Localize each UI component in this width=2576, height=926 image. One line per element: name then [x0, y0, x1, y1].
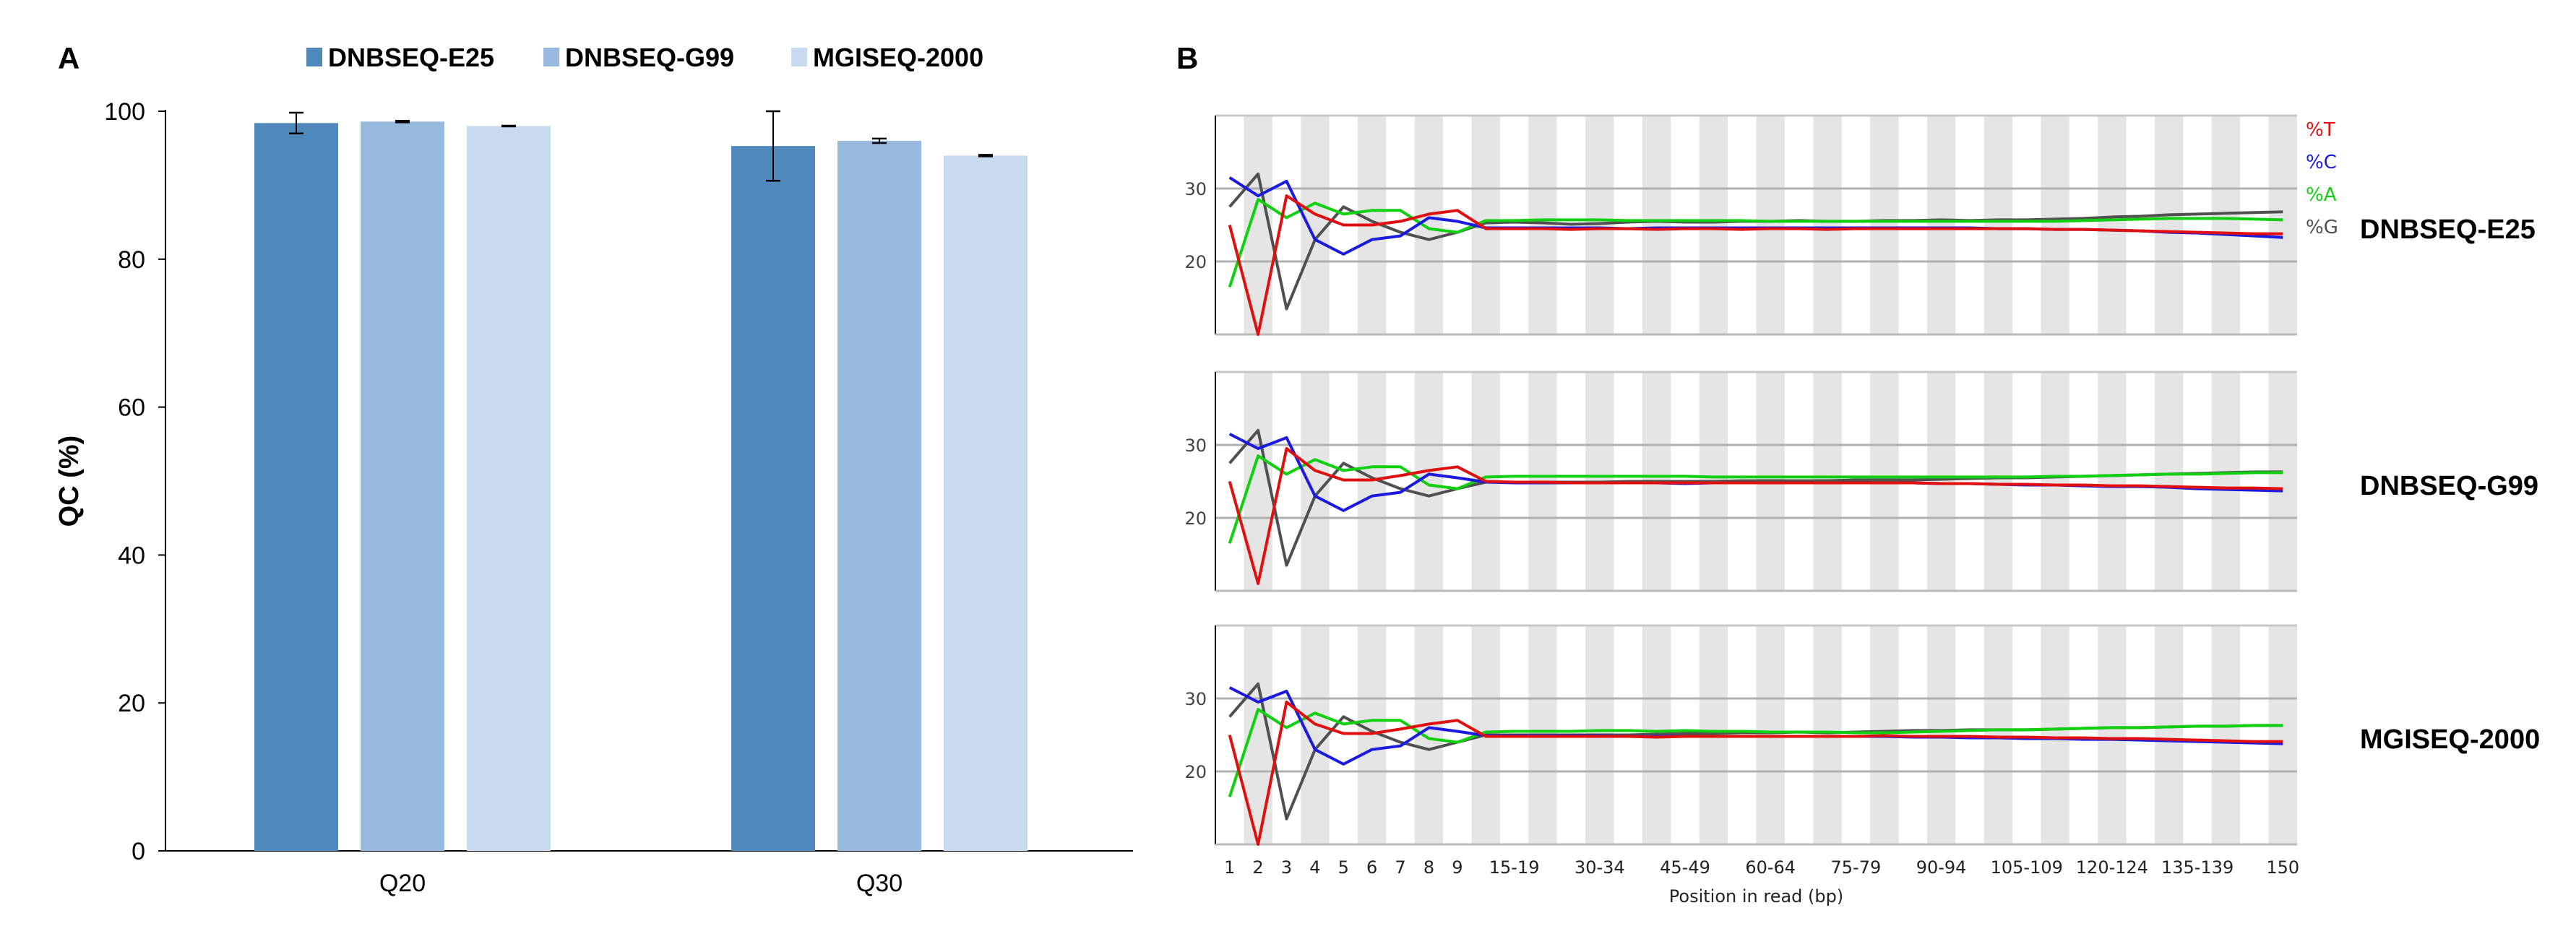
legend-label: DNBSEQ-E25 — [328, 43, 494, 72]
stripe — [1983, 626, 2013, 844]
legend-label: MGISEQ-2000 — [813, 43, 983, 72]
stripe — [2211, 372, 2241, 591]
x-tick-label: 120-124 — [2076, 857, 2148, 878]
series-line-a — [1228, 708, 2283, 797]
panel-label-a: A — [58, 41, 79, 75]
y-tick-label: 30 — [1184, 689, 1207, 709]
x-tick-label: 15-19 — [1489, 857, 1540, 878]
stripe — [2268, 372, 2297, 591]
y-tick-label: 60 — [118, 394, 145, 422]
x-tick-label: 8 — [1423, 857, 1434, 878]
base-content-charts: 20 30 %T %C %A %G DNBSEQ-E25 20 30 DNBSEQ-G99 20 30… — [1184, 114, 2540, 906]
stripe — [1301, 372, 1330, 591]
y-axis-label: QC (%) — [54, 436, 85, 527]
x-tick-label: 45-49 — [1660, 857, 1710, 878]
legend-label-g: %G — [2306, 217, 2338, 238]
x-tick-label: 5 — [1338, 857, 1349, 878]
stripe — [2098, 116, 2127, 334]
y-tick-label: 20 — [1184, 762, 1207, 782]
base-content-panel-mgiseq-2000: 20 30 MGISEQ-2000 — [1184, 624, 2540, 846]
bar-dnbseq-e25-q30 — [731, 146, 815, 852]
stripe — [1983, 116, 2013, 334]
y-tick-label: 20 — [118, 690, 145, 717]
stripe — [1756, 116, 1785, 334]
x-category-label: Q20 — [379, 870, 426, 897]
stripe — [1642, 116, 1671, 334]
x-tick-label: 60-64 — [1745, 857, 1796, 878]
bar-mgiseq-2000-q20 — [467, 126, 551, 852]
x-tick-label: 75-79 — [1831, 857, 1882, 878]
panel-platform-label: DNBSEQ-E25 — [2360, 215, 2536, 245]
y-tick-label: 40 — [118, 542, 145, 569]
base-content-panel-dnbseq-e25: 20 30 %T %C %A %G DNBSEQ-E25 — [1184, 114, 2536, 336]
base-content-panel-dnbseq-g99: 20 30 DNBSEQ-G99 — [1184, 371, 2538, 592]
stripe — [2098, 372, 2127, 591]
series-line-a — [1228, 454, 2283, 545]
x-tick-label: 7 — [1395, 857, 1405, 878]
stripe — [1870, 116, 1899, 334]
stripe — [2098, 626, 2127, 844]
stripe — [2211, 626, 2241, 844]
panel-platform-label: MGISEQ-2000 — [2360, 724, 2540, 755]
legend-swatch-mgiseq-2000 — [791, 48, 807, 66]
bar-chart-qc: DNBSEQ-E25 DNBSEQ-G99 MGISEQ-2000 0 20 40 60 80… — [54, 43, 1133, 897]
x-axis-label: Position in read (bp) — [1669, 886, 1843, 906]
x-tick-label: 150 — [2266, 857, 2299, 878]
stripe — [1528, 116, 1557, 334]
panel-label-b: B — [1176, 41, 1198, 75]
stripe — [1301, 116, 1330, 334]
panel-platform-label: DNBSEQ-G99 — [2360, 471, 2538, 501]
stripe — [2155, 116, 2184, 334]
bar-mgiseq-2000-q30 — [944, 155, 1028, 851]
y-tick-label: 30 — [1184, 179, 1207, 199]
stripe — [2155, 372, 2184, 591]
series-line-a — [1228, 198, 2283, 288]
stripe — [2041, 626, 2069, 844]
x-category-label: Q30 — [856, 870, 903, 897]
legend-swatch-dnbseq-e25 — [306, 48, 322, 66]
x-tick-label: 90-94 — [1916, 857, 1967, 878]
stripe — [2268, 116, 2297, 334]
stripe — [2268, 626, 2297, 844]
stripe — [1926, 372, 1956, 591]
x-tick-label: 9 — [1452, 857, 1463, 878]
y-tick-label: 100 — [104, 98, 145, 126]
x-tick-label: 1 — [1224, 857, 1235, 878]
x-tick-label: 30-34 — [1575, 857, 1625, 878]
stripe — [1983, 372, 2013, 591]
stripe — [1301, 626, 1330, 844]
stripe — [2155, 626, 2184, 844]
x-tick-label: 105-109 — [1991, 857, 2063, 878]
stripe — [1926, 116, 1956, 334]
y-tick-label: 20 — [1184, 252, 1207, 272]
stripe — [2041, 372, 2069, 591]
legend-label: DNBSEQ-G99 — [565, 43, 734, 72]
x-tick-label: 3 — [1281, 857, 1292, 878]
x-tick-label: 6 — [1366, 857, 1377, 878]
legend-label-a: %A — [2306, 184, 2337, 206]
stripe — [2041, 116, 2069, 334]
bar-dnbseq-e25-q20 — [254, 123, 338, 851]
stripe — [2211, 116, 2241, 334]
series-line-t — [1228, 194, 2283, 336]
y-tick-label: 0 — [132, 838, 145, 865]
legend-label-c: %C — [2306, 152, 2337, 173]
y-tick-label: 80 — [118, 246, 145, 274]
legend-swatch-dnbseq-g99 — [543, 48, 559, 66]
bar-dnbseq-g99-q20 — [361, 121, 444, 851]
bar-dnbseq-g99-q30 — [837, 140, 921, 851]
stripe — [1813, 116, 1842, 334]
y-tick-label: 30 — [1184, 436, 1207, 456]
x-tick-label: 2 — [1252, 857, 1263, 878]
series-line-t — [1228, 447, 2283, 585]
x-tick-label: 4 — [1309, 857, 1320, 878]
x-tick-label: 135-139 — [2161, 857, 2233, 878]
series-line-t — [1228, 701, 2283, 846]
legend-label-t: %T — [2306, 119, 2335, 141]
stripe — [1699, 116, 1728, 334]
y-tick-label: 20 — [1184, 509, 1207, 529]
